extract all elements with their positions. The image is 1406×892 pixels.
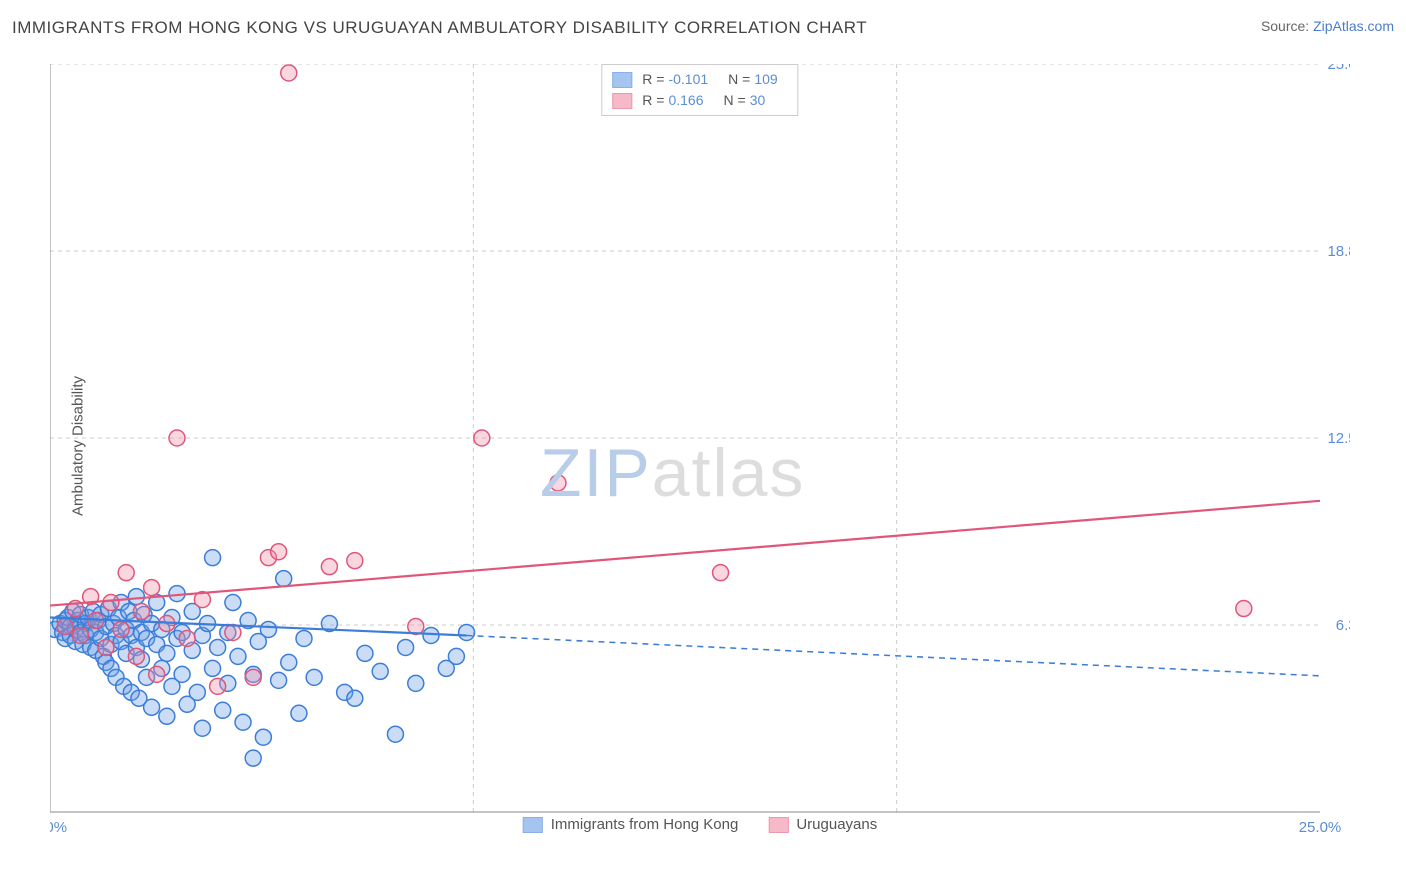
legend-swatch-bottom-2 — [768, 817, 788, 833]
source-attribution: Source: ZipAtlas.com — [1261, 18, 1394, 34]
source-label: Source: — [1261, 18, 1309, 34]
scatter-plot: 6.3% 12.5% 18.8% 25.0% 0.0% 25.0% R =-0.101 N… — [50, 64, 1350, 834]
legend-item-series-1: Immigrants from Hong Kong — [523, 816, 739, 833]
legend-label-series-1: Immigrants from Hong Kong — [551, 816, 739, 833]
svg-text:18.8%: 18.8% — [1327, 243, 1350, 260]
chart-title: IMMIGRANTS FROM HONG KONG VS URUGUAYAN A… — [12, 18, 867, 38]
svg-text:0.0%: 0.0% — [50, 819, 67, 834]
r-value-1: -0.101 — [668, 71, 708, 87]
n-value-2: 30 — [750, 92, 766, 108]
n-label: N = — [728, 71, 750, 87]
correlation-legend: R =-0.101 N =109 R =0.166 N =30 — [601, 64, 798, 116]
svg-text:25.0%: 25.0% — [1299, 819, 1342, 834]
legend-label-series-2: Uruguayans — [796, 816, 877, 833]
n-label-2: N = — [724, 92, 746, 108]
legend-swatch-series-1 — [612, 72, 632, 88]
r-value-2: 0.166 — [668, 92, 703, 108]
n-value-1: 109 — [754, 71, 777, 87]
svg-text:6.3%: 6.3% — [1336, 617, 1350, 634]
svg-text:12.5%: 12.5% — [1327, 430, 1350, 447]
legend-row-series-1: R =-0.101 N =109 — [612, 69, 787, 90]
legend-swatch-series-2 — [612, 93, 632, 109]
chart-header: IMMIGRANTS FROM HONG KONG VS URUGUAYAN A… — [12, 18, 1394, 38]
series-legend: Immigrants from Hong Kong Uruguayans — [523, 816, 877, 833]
r-label: R = — [642, 71, 664, 87]
legend-row-series-2: R =0.166 N =30 — [612, 90, 787, 111]
legend-item-series-2: Uruguayans — [768, 816, 877, 833]
r-label-2: R = — [642, 92, 664, 108]
svg-text:25.0%: 25.0% — [1327, 64, 1350, 73]
plot-svg: 6.3% 12.5% 18.8% 25.0% 0.0% 25.0% — [50, 64, 1350, 834]
source-link[interactable]: ZipAtlas.com — [1313, 18, 1394, 34]
legend-swatch-bottom-1 — [523, 817, 543, 833]
